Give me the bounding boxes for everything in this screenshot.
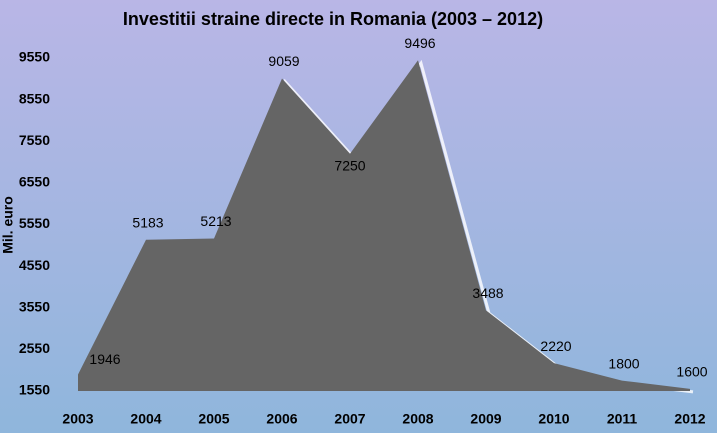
y-tick-label: 4550 <box>19 257 50 273</box>
x-tick-label: 2012 <box>674 411 705 427</box>
x-tick-label: 2005 <box>198 411 229 427</box>
y-tick-label: 7550 <box>19 132 50 148</box>
y-tick-label: 5550 <box>19 215 50 231</box>
area <box>78 60 690 392</box>
x-tick-label: 2011 <box>607 411 638 427</box>
y-axis-label: Mil. euro <box>0 196 16 254</box>
chart-title: Investitii straine directe in Romania (2… <box>123 9 543 29</box>
x-tick-label: 2007 <box>334 411 365 427</box>
x-tick-label: 2004 <box>130 411 161 427</box>
x-tick-label: 2010 <box>538 411 569 427</box>
data-label: 1600 <box>676 364 707 380</box>
data-label: 1800 <box>608 355 639 371</box>
x-tick-label: 2008 <box>402 411 433 427</box>
data-label: 9496 <box>404 35 435 51</box>
data-label: 5183 <box>132 214 163 230</box>
data-label: 2220 <box>540 338 571 354</box>
data-label: 9059 <box>268 53 299 69</box>
y-tick-label: 8550 <box>19 90 50 106</box>
y-tick-label: 6550 <box>19 174 50 190</box>
y-tick-label: 2550 <box>19 340 50 356</box>
y-tick-label: 9550 <box>19 49 50 65</box>
x-tick-label: 2009 <box>470 411 501 427</box>
y-tick-label: 3550 <box>19 298 50 314</box>
data-label: 5213 <box>200 213 231 229</box>
data-label: 3488 <box>472 285 503 301</box>
data-label: 1946 <box>89 351 120 367</box>
data-label: 7250 <box>334 157 365 173</box>
y-tick-label: 1550 <box>19 382 50 398</box>
x-tick-label: 2006 <box>266 411 297 427</box>
x-tick-label: 2003 <box>62 411 93 427</box>
